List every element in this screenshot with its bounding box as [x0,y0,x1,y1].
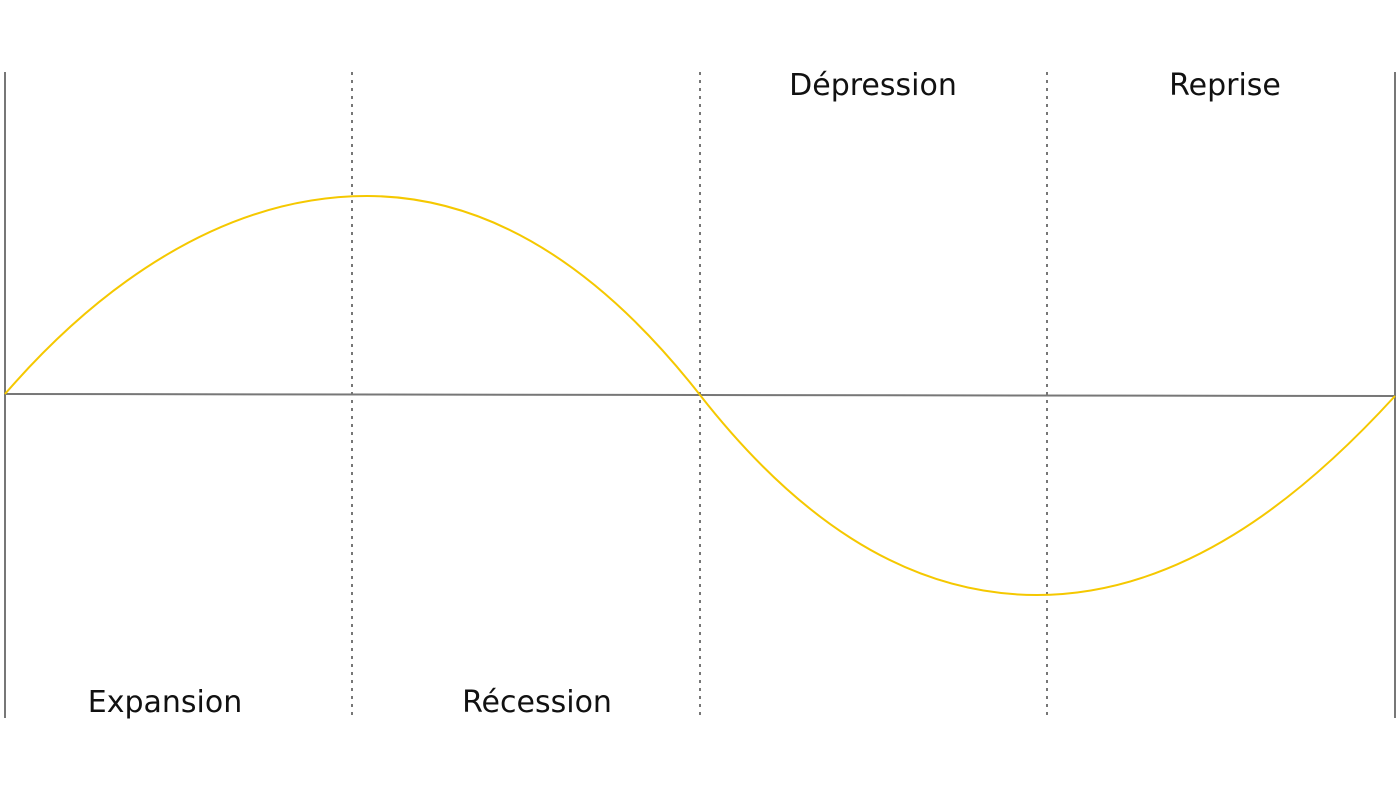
label-expansion: Expansion [88,685,242,720]
label-reprise: Reprise [1169,68,1281,103]
label-recession: Récession [462,685,612,720]
cycle-wave [4,194,1396,597]
label-depression: Dépression [789,68,957,103]
